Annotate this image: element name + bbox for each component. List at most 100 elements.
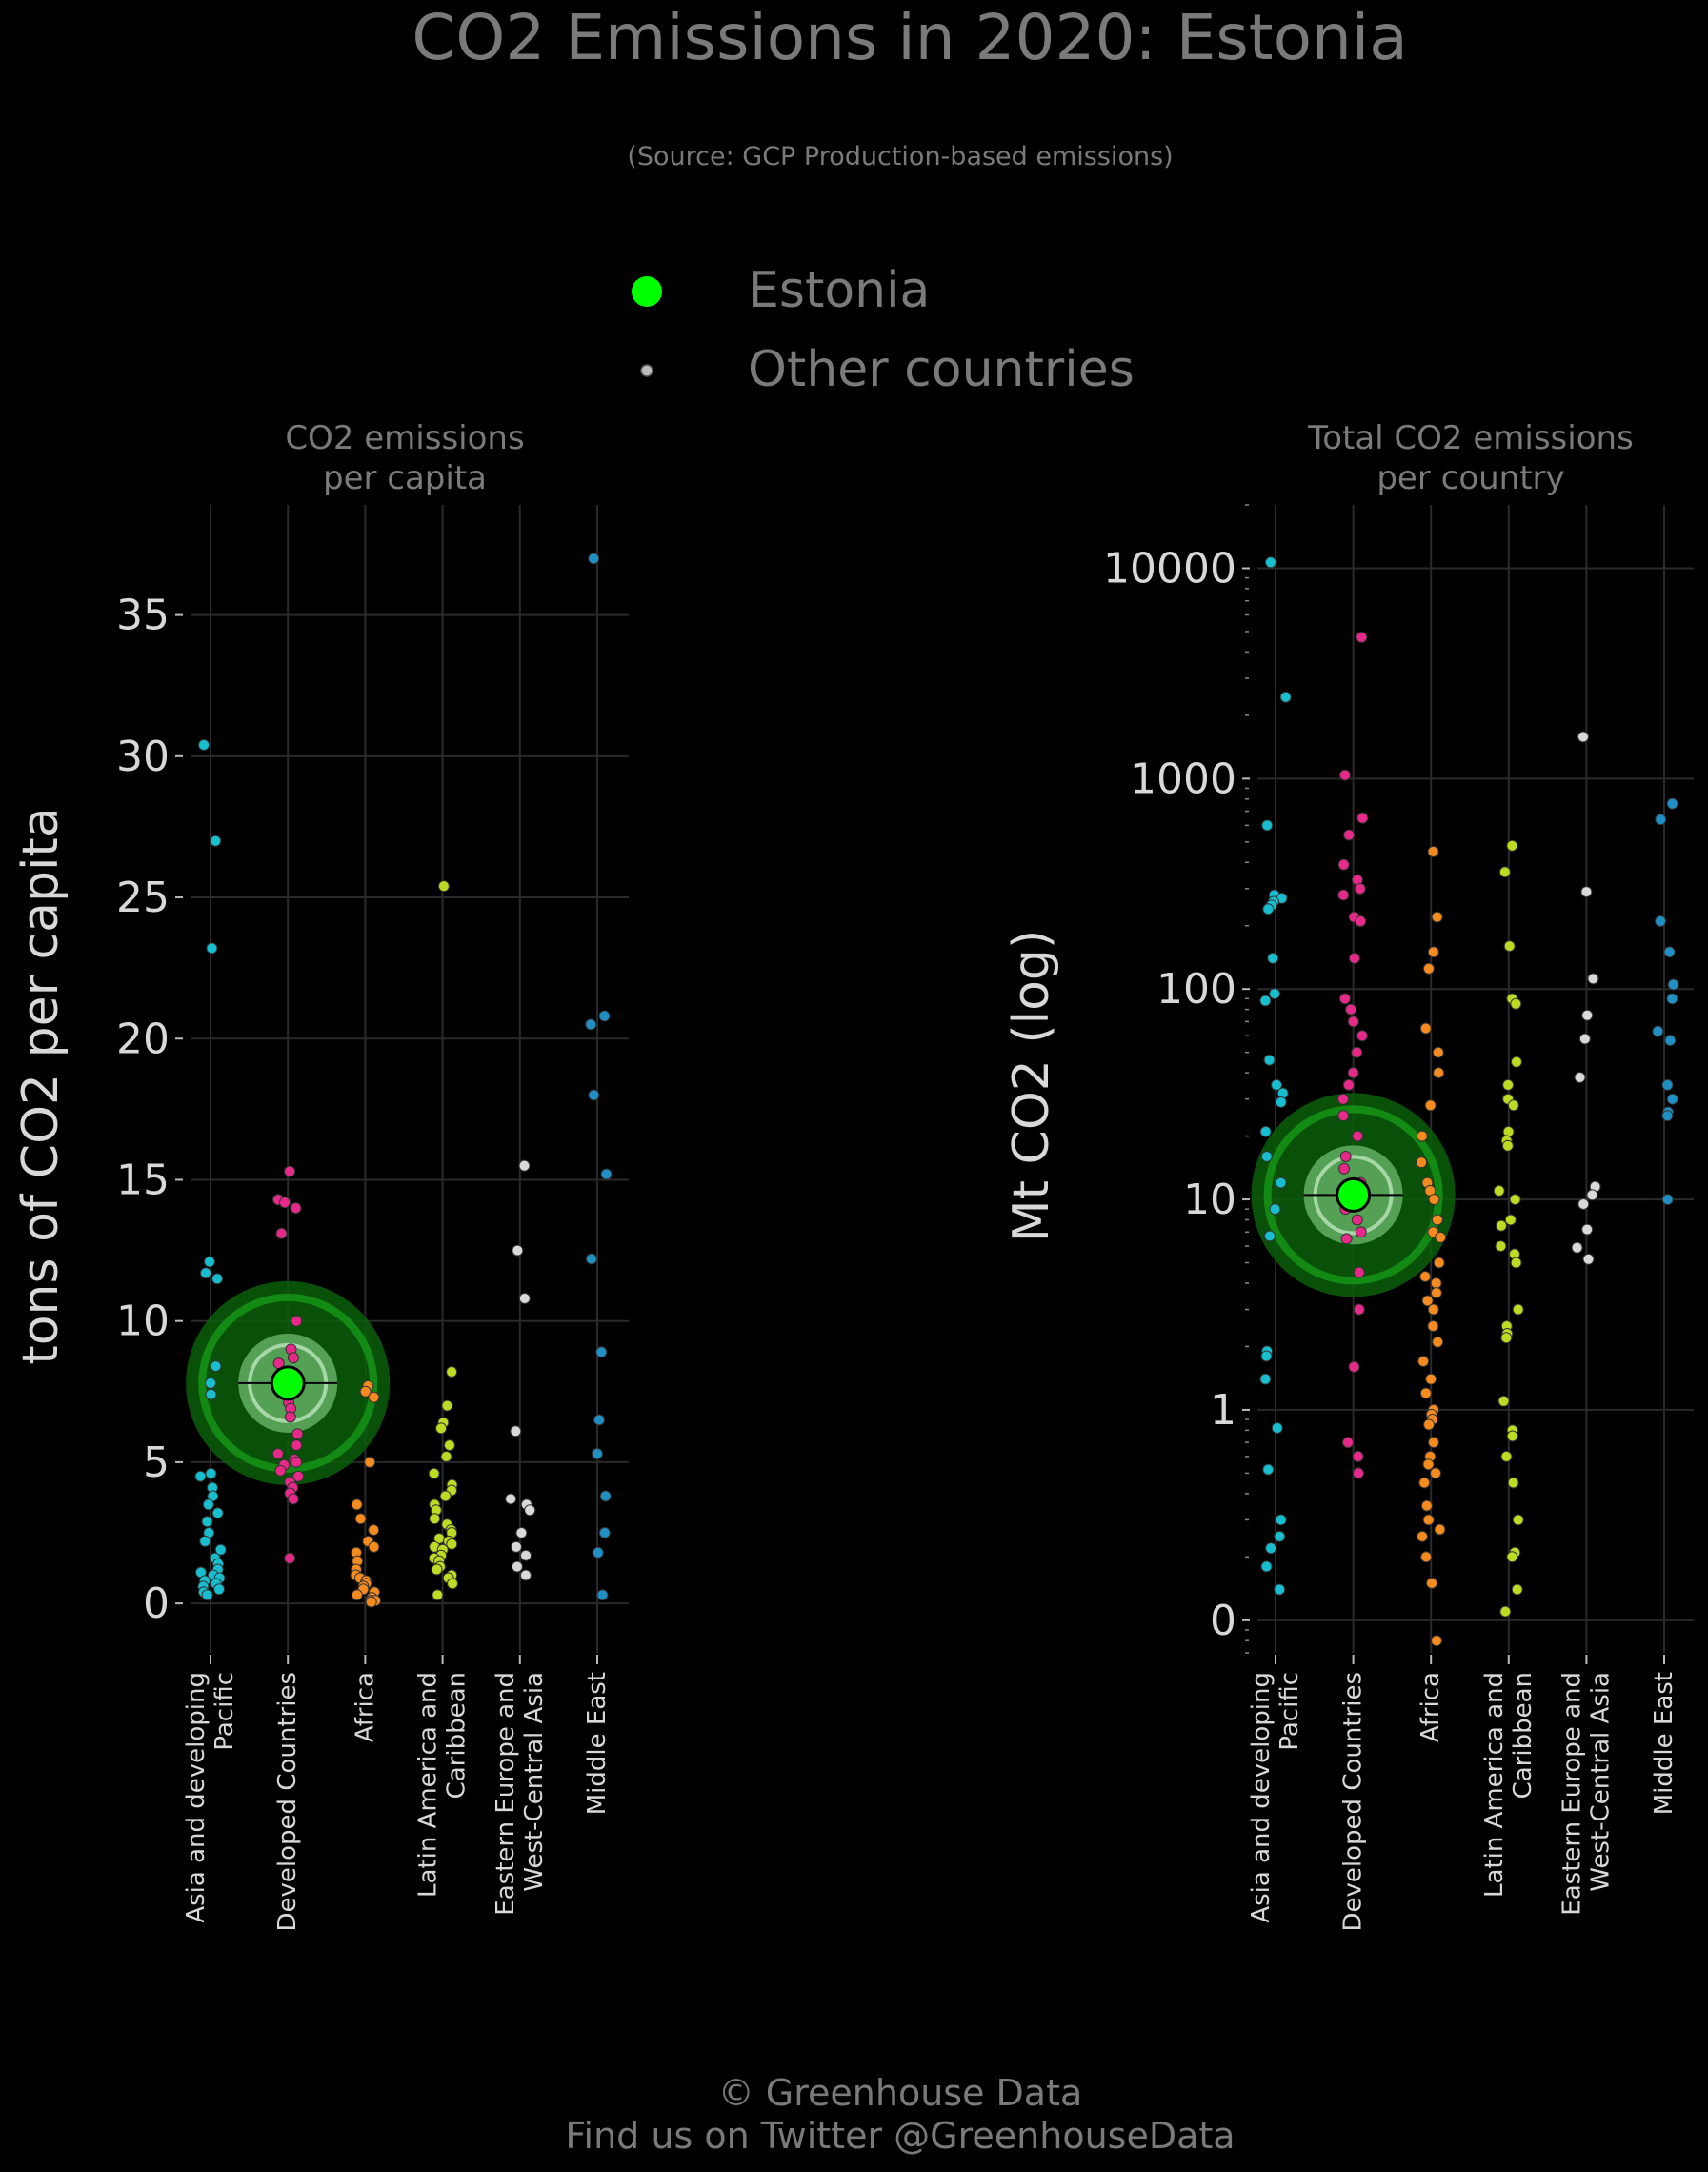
data-point-latin-america-and-caribbean (1507, 1477, 1519, 1489)
data-point-latin-america-and-caribbean (1512, 1303, 1524, 1316)
data-point-asia-and-developing-pacific (1264, 556, 1276, 569)
data-point-eastern-europe-and-west-central-asia (1574, 1072, 1586, 1084)
data-point-developed-countries (1356, 631, 1368, 643)
data-point-latin-america-and-caribbean (432, 1589, 444, 1601)
data-point-asia-and-developing-pacific (1267, 952, 1279, 964)
highlight-halo-ring (1263, 1105, 1443, 1285)
data-point-latin-america-and-caribbean (1504, 1214, 1517, 1226)
legend-label-other: Other countries (748, 341, 1135, 398)
data-point-asia-and-developing-pacific (1263, 1230, 1276, 1242)
data-point-developed-countries (1342, 1078, 1355, 1091)
data-point-africa (1423, 1418, 1436, 1431)
data-point-asia-and-developing-pacific (1261, 819, 1274, 832)
data-point-middle-east (1652, 1025, 1664, 1037)
x-tick-label: West-Central Asia (520, 1672, 549, 1892)
data-point-africa (1434, 1523, 1446, 1536)
data-point-middle-east (592, 1448, 604, 1460)
data-point-africa (1416, 1130, 1428, 1142)
panel-title-line: per country (1376, 459, 1564, 497)
data-point-middle-east (1661, 1110, 1674, 1122)
data-point-middle-east (593, 1414, 605, 1426)
data-point-middle-east (596, 1589, 609, 1601)
data-point-asia-and-developing-pacific (202, 1498, 214, 1511)
data-point-latin-america-and-caribbean (1493, 1184, 1505, 1197)
x-tick-label: Latin America and (414, 1672, 443, 1898)
data-point-eastern-europe-and-west-central-asia (515, 1527, 528, 1539)
data-point-developed-countries (1338, 993, 1351, 1005)
data-point-africa (1433, 1067, 1445, 1079)
data-point-asia-and-developing-pacific (199, 1535, 211, 1547)
footer-copyright: © Greenhouse Data (718, 2072, 1083, 2114)
data-point-latin-america-and-caribbean (435, 1422, 448, 1435)
x-tick-label: Asia and developing (1247, 1672, 1276, 1923)
data-point-africa (1420, 1551, 1433, 1563)
data-point-asia-and-developing-pacific (1259, 1373, 1272, 1385)
data-point-latin-america-and-caribbean (1502, 1125, 1515, 1137)
data-point-africa (1428, 1194, 1440, 1206)
data-point-latin-america-and-caribbean (1501, 1139, 1514, 1152)
data-point-developed-countries (291, 1456, 303, 1468)
data-point-asia-and-developing-pacific (210, 835, 222, 847)
data-point-africa (359, 1385, 372, 1398)
data-point-latin-america-and-caribbean (1510, 1257, 1522, 1269)
data-point-africa (1424, 1099, 1437, 1112)
data-point-latin-america-and-caribbean (1496, 1219, 1508, 1232)
data-point-eastern-europe-and-west-central-asia (518, 1159, 531, 1172)
data-point-africa (1419, 1271, 1432, 1283)
data-point-asia-and-developing-pacific (1260, 1350, 1273, 1362)
x-tick-label: Middle East (1650, 1672, 1678, 1815)
data-point-middle-east (1667, 978, 1679, 991)
data-point-africa (1419, 1387, 1432, 1399)
data-point-asia-and-developing-pacific (1269, 1203, 1281, 1216)
data-point-asia-and-developing-pacific (194, 1470, 207, 1482)
data-point-africa (1418, 1477, 1431, 1489)
data-point-developed-countries (1353, 1303, 1365, 1316)
data-point-middle-east (600, 1168, 613, 1180)
data-point-developed-countries (1347, 1067, 1359, 1079)
data-point-eastern-europe-and-west-central-asia (520, 1549, 532, 1561)
data-point-africa (351, 1498, 363, 1511)
data-point-latin-america-and-caribbean (1499, 1605, 1512, 1618)
highlight-point-estonia (270, 1365, 306, 1401)
data-point-latin-america-and-caribbean (1510, 997, 1522, 1010)
data-point-developed-countries (291, 1315, 303, 1327)
data-point-asia-and-developing-pacific (1262, 903, 1275, 915)
data-point-middle-east (1663, 946, 1676, 958)
data-point-developed-countries (1343, 829, 1356, 841)
data-point-latin-america-and-caribbean (446, 1366, 458, 1378)
panel-title-line: per capita (323, 459, 487, 497)
data-point-africa (1416, 1156, 1428, 1169)
data-point-latin-america-and-caribbean (1506, 839, 1518, 852)
data-point-developed-countries (291, 1428, 304, 1440)
panel-title-line: CO2 emissions (285, 419, 524, 457)
data-point-developed-countries (1352, 1130, 1364, 1142)
data-point-asia-and-developing-pacific (206, 942, 218, 955)
data-point-asia-and-developing-pacific (1271, 1421, 1283, 1434)
chart-subtitle: (Source: GCP Production-based emissions) (627, 142, 1173, 171)
data-point-asia-and-developing-pacific (214, 1543, 227, 1556)
data-point-developed-countries (1355, 1226, 1367, 1238)
y-tick-label: 1000 (1130, 754, 1236, 803)
data-point-middle-east (599, 1490, 612, 1502)
data-point-africa (1431, 1214, 1443, 1226)
data-point-africa (1425, 1373, 1437, 1385)
data-point-latin-america-and-caribbean (1500, 1450, 1513, 1462)
data-point-latin-america-and-caribbean (447, 1578, 459, 1590)
data-point-middle-east (588, 1089, 600, 1101)
data-point-asia-and-developing-pacific (1262, 1463, 1275, 1476)
data-point-eastern-europe-and-west-central-asia (1582, 1253, 1595, 1265)
y-axis-label: tons of CO2 per capita (12, 807, 70, 1364)
data-point-developed-countries (292, 1470, 305, 1482)
data-point-eastern-europe-and-west-central-asia (1581, 1223, 1594, 1236)
data-point-developed-countries (1339, 1150, 1352, 1162)
data-point-asia-and-developing-pacific (1275, 1176, 1287, 1189)
data-point-latin-america-and-caribbean (440, 1450, 452, 1462)
data-point-eastern-europe-and-west-central-asia (518, 1292, 531, 1304)
data-point-africa (1422, 962, 1435, 975)
data-point-africa (1419, 1022, 1432, 1035)
data-point-middle-east (585, 1018, 597, 1031)
data-point-developed-countries (1338, 769, 1351, 781)
data-point-asia-and-developing-pacific (1260, 1560, 1273, 1573)
